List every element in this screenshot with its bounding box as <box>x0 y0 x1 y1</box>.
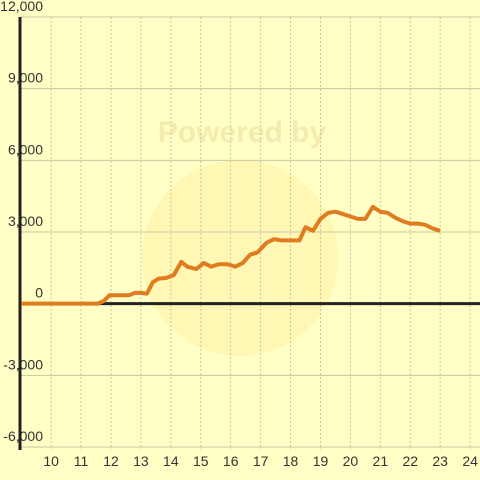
y-tick-label: 3,000 <box>8 213 43 229</box>
x-tick-label: 11 <box>74 453 89 469</box>
x-tick-label: 17 <box>253 453 269 469</box>
y-tick-label: 0 <box>35 285 43 301</box>
x-tick-label: 13 <box>133 453 149 469</box>
y-tick-label: 6,000 <box>8 141 43 157</box>
y-tick-label: 12,000 <box>0 0 43 14</box>
line-series <box>21 204 441 306</box>
x-tick-label: 18 <box>283 453 299 469</box>
x-tick-label: 23 <box>432 453 448 469</box>
x-tick-label: 12 <box>103 453 119 469</box>
watermark-logo <box>142 160 338 356</box>
y-tick-label: -3,000 <box>3 356 43 372</box>
x-tick-label: 10 <box>43 453 59 469</box>
y-tick-label: -6,000 <box>3 428 43 444</box>
x-tick-label: 16 <box>223 453 239 469</box>
watermark: Powered by <box>158 116 327 149</box>
x-tick-label: 24 <box>462 453 478 469</box>
y-tick-label: 9,000 <box>8 70 43 86</box>
x-tick-label: 21 <box>373 453 389 469</box>
x-tick-label: 14 <box>163 453 179 469</box>
x-tick-label: 15 <box>193 453 209 469</box>
x-tick-label: 20 <box>343 453 359 469</box>
x-tick-label: 19 <box>313 453 329 469</box>
x-tick-label: 22 <box>402 453 418 469</box>
